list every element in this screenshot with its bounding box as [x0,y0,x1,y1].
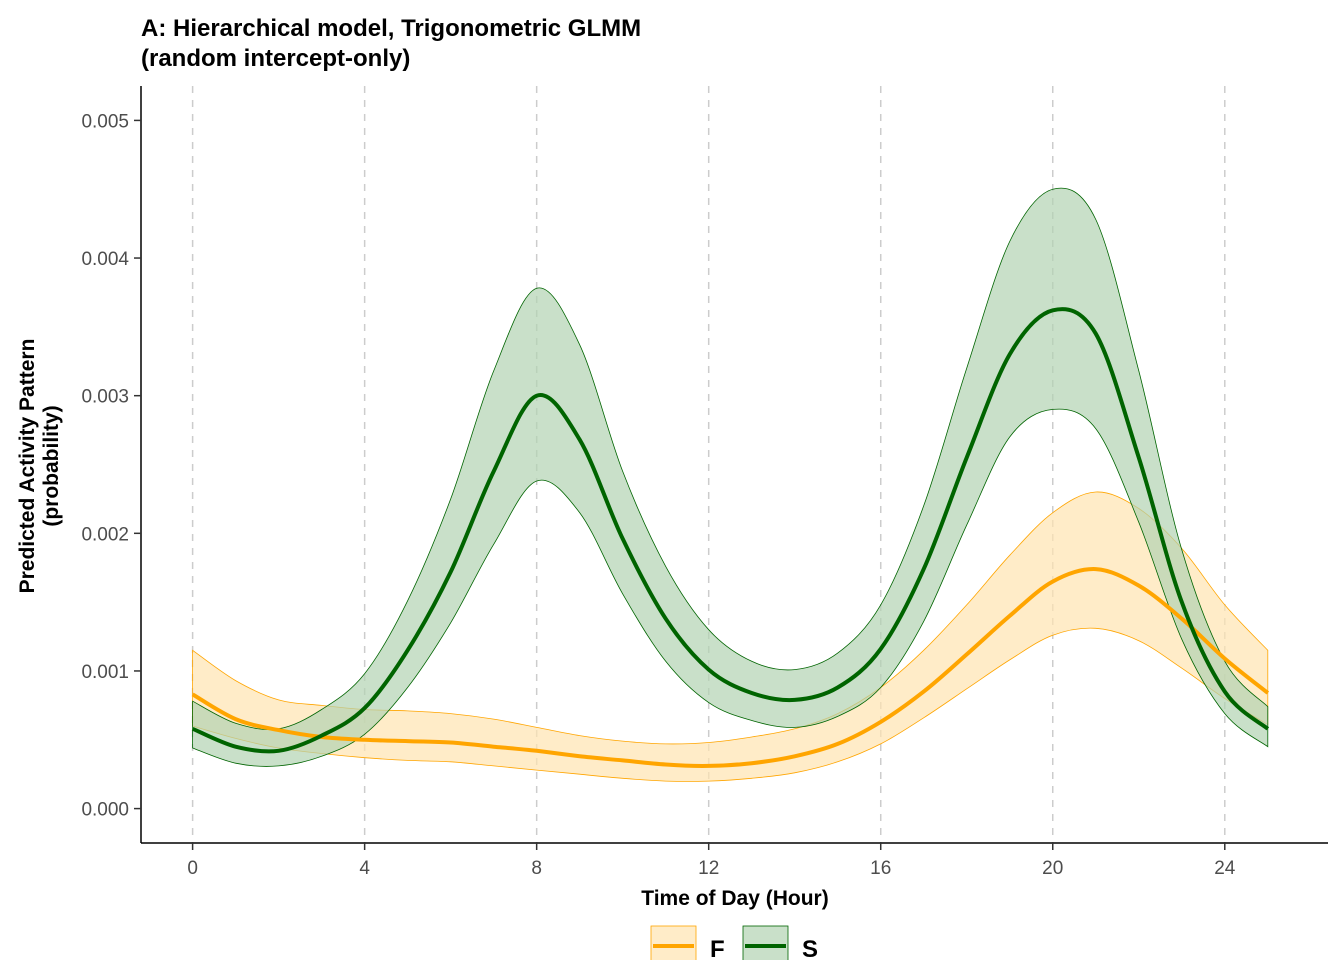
legend-key-fill [742,925,789,960]
legend-key-fill [650,925,697,960]
x-tick-label: 20 [1042,858,1063,879]
y-axis-title-line1: Predicted Activity Pattern [16,339,39,594]
y-tick-label: 0.004 [81,249,129,270]
plot-area: 0 4 8 12 16 20 24 0.0000.0010.0020.0030.0040.0… [81,86,1328,879]
series-layer [191,187,1270,782]
x-tick-label: 8 [531,858,542,879]
y-tick-label: 0.003 [81,387,129,408]
x-axis-title: Time of Day (Hour) [641,887,828,910]
series-line-F [191,567,1270,768]
y-tick-label: 0.002 [81,524,129,545]
legend-item-F: F [650,925,725,960]
y-axis-title: Predicted Activity Pattern (probability) [16,339,63,594]
series-line-S [191,307,1270,754]
x-tick-label: 16 [870,858,891,879]
chart-title-line1: A: Hierarchical model, Trigonometric GLM… [141,15,641,42]
confidence-band-F [192,491,1269,782]
x-axis-ticks: 0 4 8 12 16 20 24 [187,843,1236,879]
y-tick-label: 0.001 [81,662,129,683]
y-axis-title-line2: (probability) [40,405,63,526]
chart-title-line2: (random intercept-only) [141,45,410,72]
x-tick-label: 12 [698,858,719,879]
x-tick-label: 0 [187,858,198,879]
legend-item-S: S [742,925,818,960]
x-tick-label: 4 [359,858,370,879]
y-tick-label: 0.005 [81,111,129,132]
y-axis-ticks: 0.000 0.001 0.002 0.003 0.004 0.005 [81,111,141,821]
legend-label: F [710,936,725,960]
x-tick-label: 24 [1214,858,1236,879]
legend-label: S [802,936,818,960]
y-tick-label: 0.000 [81,800,129,821]
confidence-band-S [192,187,1269,767]
